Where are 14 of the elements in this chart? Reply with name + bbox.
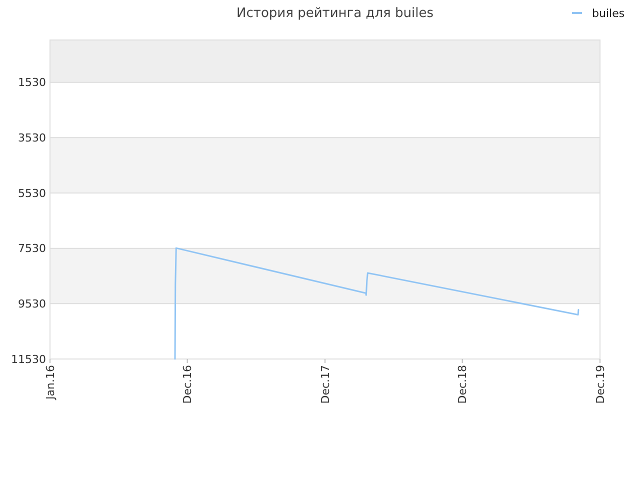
y-tick-label: 9530 [18, 298, 46, 311]
x-tick-label: Dec.19 [594, 365, 607, 404]
y-tick-label: 5530 [18, 186, 46, 200]
y-tick-label: 7530 [18, 242, 46, 256]
x-tick-label: Dec.17 [318, 365, 332, 404]
line-series [174, 247, 580, 360]
legend-label: builes [592, 6, 625, 20]
chart-title: История рейтинга для builes [236, 6, 434, 21]
x-tick-label: Dec.18 [456, 365, 470, 404]
y-tick-label: 11530 [11, 352, 46, 366]
x-tick-label: Dec.16 [181, 365, 194, 404]
y-tick-label: 3530 [18, 132, 46, 145]
x-tick-label: Jan.16 [44, 365, 57, 400]
y-tick-label: 1530 [18, 76, 46, 90]
